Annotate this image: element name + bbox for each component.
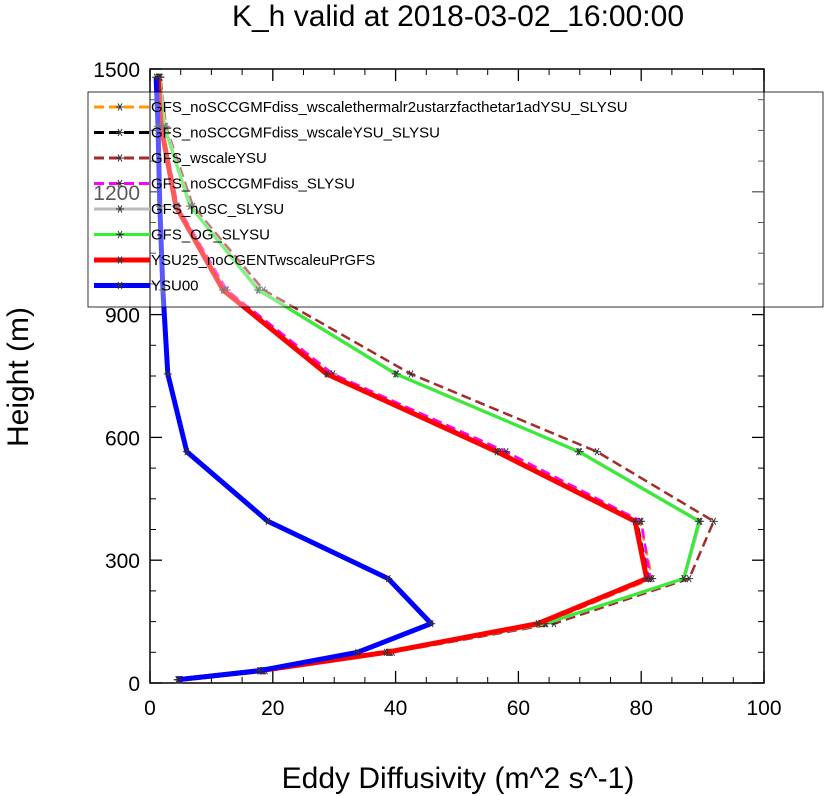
legend-label: GFS_OG_SLYSU bbox=[151, 227, 270, 244]
data-point bbox=[384, 574, 393, 583]
legend-entry: GFS_noSC_SLYSU bbox=[94, 201, 284, 218]
data-point bbox=[679, 574, 688, 583]
legend-marker bbox=[116, 179, 124, 188]
series-line bbox=[155, 77, 650, 683]
legend-box bbox=[87, 91, 824, 308]
legend-label: GFS_noSCCGMFdiss_wscalethermalr2ustarzfa… bbox=[151, 99, 628, 116]
data-point bbox=[427, 619, 436, 628]
data-point bbox=[263, 517, 272, 526]
legend-label: GFS_noSC_SLYSU bbox=[151, 201, 284, 218]
data-point bbox=[182, 447, 191, 456]
legend-entry: GFS_noSCCGMFdiss_SLYSU bbox=[94, 176, 355, 193]
x-axis-label: Eddy Diffusivity (m^2 s^-1) bbox=[282, 762, 635, 795]
series-8 bbox=[152, 73, 436, 684]
legend-label: GFS_noSCCGMFdiss_wscaleYSU_SLYSU bbox=[151, 125, 440, 142]
y-tick-label: 300 bbox=[105, 550, 140, 573]
data-point bbox=[163, 370, 172, 378]
data-point bbox=[255, 666, 264, 675]
legend: GFS_noSCCGMFdiss_wscalethermalr2ustarzfa… bbox=[87, 91, 824, 308]
y-tick-label: 0 bbox=[128, 673, 140, 696]
data-point bbox=[173, 675, 182, 684]
legend-marker bbox=[116, 281, 124, 290]
x-tick-label: 100 bbox=[746, 697, 781, 720]
x-tick-label: 0 bbox=[144, 697, 156, 720]
data-point bbox=[382, 648, 391, 657]
data-point bbox=[631, 517, 640, 526]
series-layer bbox=[152, 73, 718, 684]
legend-marker bbox=[116, 128, 124, 137]
data-point bbox=[642, 574, 651, 583]
data-point bbox=[219, 286, 228, 294]
x-tick-label: 40 bbox=[384, 697, 407, 720]
legend-marker bbox=[116, 103, 124, 111]
legend-label: YSU25_noCGENTwscaleuPrGFS bbox=[151, 252, 375, 269]
y-tick-label: 1200 bbox=[93, 182, 140, 205]
axis-ticks: 0 20 40 60 80 100 0 300 600 900 1200 1500 bbox=[93, 59, 781, 720]
data-point bbox=[153, 122, 162, 131]
legend-marker bbox=[116, 256, 124, 264]
legend-marker bbox=[116, 230, 124, 239]
legend-entry: YSU25_noCGENTwscaleuPrGFS bbox=[94, 252, 375, 269]
y-tick-label: 900 bbox=[105, 305, 140, 328]
data-point bbox=[155, 202, 164, 210]
series-line bbox=[153, 77, 434, 683]
legend-marker bbox=[116, 154, 124, 162]
y-tick-label: 1500 bbox=[93, 59, 140, 82]
y-axis-label: Height (m) bbox=[2, 307, 35, 447]
data-point bbox=[492, 447, 501, 456]
data-point bbox=[158, 286, 167, 294]
data-point bbox=[709, 517, 718, 526]
data-point bbox=[694, 517, 703, 526]
data-point bbox=[171, 202, 180, 210]
legend-marker bbox=[116, 205, 124, 213]
data-point bbox=[353, 648, 362, 657]
data-point bbox=[322, 370, 331, 378]
y-tick-label: 600 bbox=[105, 427, 140, 450]
legend-entry: GFS_wscaleYSU bbox=[94, 150, 267, 167]
data-point bbox=[534, 619, 543, 628]
x-tick-label: 20 bbox=[261, 697, 284, 720]
data-point bbox=[152, 73, 161, 81]
legend-label: YSU00 bbox=[151, 278, 199, 295]
legend-label: GFS_noSCCGMFdiss_SLYSU bbox=[151, 176, 355, 193]
data-point bbox=[185, 202, 194, 210]
data-point bbox=[254, 286, 263, 294]
chart-title: K_h valid at 2018-03-02_16:00:00 bbox=[232, 0, 684, 33]
data-point bbox=[391, 370, 400, 378]
data-point bbox=[592, 447, 601, 456]
x-tick-label: 60 bbox=[507, 697, 530, 720]
series-line bbox=[159, 77, 715, 681]
legend-entry: YSU00 bbox=[94, 278, 199, 295]
legend-entry: GFS_noSCCGMFdiss_wscaleYSU_SLYSU bbox=[94, 125, 440, 142]
legend-label: GFS_wscaleYSU bbox=[151, 150, 267, 167]
x-tick-label: 80 bbox=[630, 697, 653, 720]
legend-entry: GFS_noSCCGMFdiss_wscalethermalr2ustarzfa… bbox=[94, 99, 628, 116]
legend-entry: GFS_OG_SLYSU bbox=[94, 227, 270, 244]
data-point bbox=[406, 370, 415, 378]
data-point bbox=[574, 447, 583, 456]
